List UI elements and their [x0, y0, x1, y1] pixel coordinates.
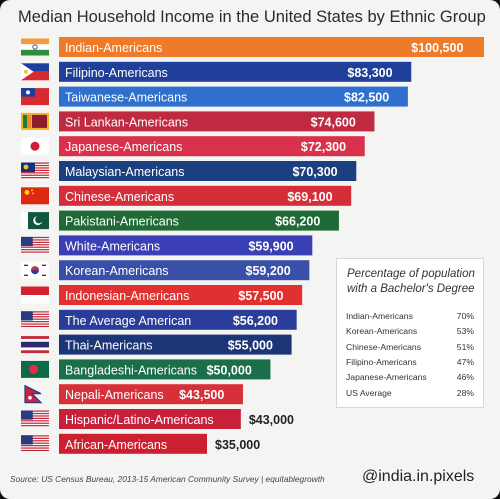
- education-box-title: Percentage of population with a Bachelor…: [347, 268, 475, 295]
- bar-category-label: Indonesian-Americans: [65, 289, 189, 303]
- social-handle: @india.in.pixels: [362, 468, 475, 485]
- nepal-flag-icon: [24, 384, 43, 404]
- japan-flag-icon: [21, 137, 49, 155]
- education-group: Filipino-Americans: [346, 356, 417, 367]
- usa-flag-icon: [21, 236, 49, 254]
- bar-value-label: $50,000: [207, 363, 252, 377]
- bar-value-label: $55,000: [228, 339, 273, 353]
- bar-category-label: Chinese-Americans: [65, 190, 174, 204]
- education-group: US Average: [346, 387, 392, 398]
- bar-category-label: Malaysian-Americans: [65, 165, 184, 179]
- education-group: Indian-Americans: [346, 311, 413, 321]
- india-flag-icon: [21, 38, 49, 56]
- bar-value-label: $72,300: [301, 140, 346, 154]
- bar: [59, 86, 408, 107]
- education-row: Korean-Americans 53%: [346, 326, 474, 340]
- bar: [59, 285, 303, 305]
- bar: [59, 384, 243, 405]
- bar: [59, 185, 352, 206]
- bar-value-label: $43,500: [179, 388, 224, 402]
- source-note: Source: US Census Bureau, 2013-15 Americ…: [10, 474, 325, 484]
- taiwan-flag-icon: [21, 88, 49, 106]
- bar-category-label: Nepali-Americans: [65, 388, 164, 402]
- bar-category-label: African-Americans: [65, 438, 167, 452]
- bar: [59, 111, 375, 132]
- usa-flag-icon: [21, 435, 49, 453]
- education-row: Chinese-Americans 51%: [346, 342, 474, 356]
- chart-title: Median Household Income in the United St…: [18, 8, 486, 26]
- bar: [59, 433, 208, 454]
- bar-value-label: $57,500: [238, 289, 283, 303]
- bar-category-label: White-Americans: [65, 239, 160, 253]
- bar-value-label: $66,200: [275, 215, 320, 229]
- bar-category-label: Sri Lankan-Americans: [65, 115, 188, 129]
- bar-value-label: $74,600: [311, 115, 356, 129]
- bar: [59, 136, 365, 157]
- bar-category-label: Thai-Americans: [65, 339, 153, 353]
- education-percent: 51%: [456, 341, 474, 352]
- education-row: Japanese-Americans 46%: [346, 372, 474, 386]
- usa-flag-icon: [21, 410, 49, 428]
- philippines-flag-icon: [21, 63, 49, 81]
- bar-value-label: $69,100: [287, 190, 332, 204]
- sri-lanka-flag-icon: [21, 112, 49, 130]
- education-percent: 70%: [456, 311, 474, 321]
- education-inset-box: Percentage of population with a Bachelor…: [336, 258, 484, 408]
- education-group: Chinese-Americans: [346, 341, 421, 352]
- bar: [59, 61, 412, 82]
- usa-flag-icon: [21, 311, 49, 329]
- bar-value-label: $100,500: [411, 41, 463, 55]
- education-row: US Average 28%: [346, 388, 474, 402]
- bar: [59, 260, 310, 281]
- bar: [59, 359, 271, 380]
- bar: [59, 235, 313, 256]
- bar-value-label: $82,500: [344, 91, 389, 105]
- education-row: Filipino-Americans 47%: [346, 357, 474, 371]
- bar-value-label: $59,900: [248, 239, 293, 253]
- bar-category-label: Filipino-Americans: [65, 66, 168, 80]
- bar-value-label: $43,000: [249, 413, 294, 427]
- bar-category-label: Pakistani-Americans: [65, 215, 179, 229]
- bangladesh-flag-icon: [21, 360, 49, 378]
- bar-value-label: $83,300: [347, 66, 392, 80]
- thailand-flag-icon: [21, 336, 49, 354]
- bar-category-label: Taiwanese-Americans: [65, 91, 187, 105]
- bar-value-label: $70,300: [292, 165, 337, 179]
- education-row: Indian-Americans 70%: [346, 311, 474, 325]
- bar: [59, 37, 484, 57]
- bar-category-label: Indian-Americans: [65, 41, 162, 55]
- bar-value-label: $56,200: [233, 314, 278, 328]
- bar-category-label: Japanese-Americans: [65, 140, 182, 154]
- education-group: Korean-Americans: [346, 326, 418, 337]
- bar: [59, 161, 357, 181]
- china-flag-icon: [21, 187, 49, 205]
- bar-category-label: Hispanic/Latino-Americans: [65, 413, 214, 427]
- pakistan-flag-icon: [21, 212, 49, 230]
- bar-value-label: $35,000: [215, 438, 260, 452]
- malaysia-flag-icon: [21, 162, 49, 180]
- bar: [59, 210, 339, 231]
- education-percent: 28%: [456, 387, 474, 398]
- south-korea-flag-icon: [21, 261, 49, 279]
- bar: [59, 409, 241, 429]
- bar: [59, 334, 292, 355]
- education-group: Japanese-Americans: [346, 372, 427, 383]
- bar: [59, 309, 297, 330]
- education-percent: 47%: [456, 356, 474, 367]
- bar-category-label: Korean-Americans: [65, 264, 169, 278]
- education-percent: 46%: [456, 372, 474, 383]
- bar-category-label: The Average American: [65, 314, 191, 328]
- bar-category-label: Bangladeshi-Americans: [65, 363, 197, 377]
- bar-value-label: $59,200: [246, 264, 291, 278]
- education-percent: 53%: [456, 326, 474, 337]
- indonesia-flag-icon: [21, 286, 49, 304]
